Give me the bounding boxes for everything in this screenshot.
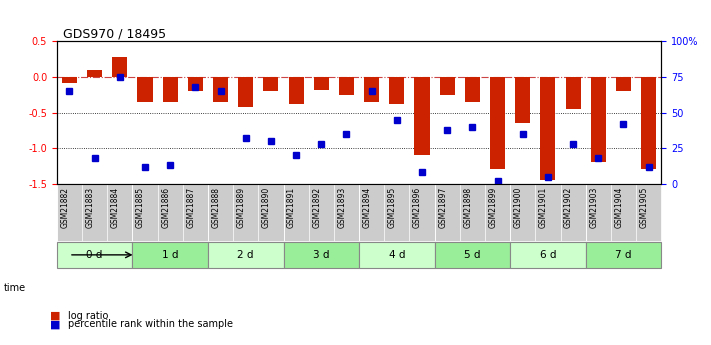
Text: GSM21903: GSM21903 [589, 187, 598, 228]
Bar [263, 77, 279, 91]
Bar [540, 77, 555, 180]
Text: 7 d: 7 d [615, 250, 631, 260]
Text: GSM21886: GSM21886 [161, 187, 170, 228]
FancyBboxPatch shape [132, 184, 208, 241]
Bar [415, 77, 429, 155]
Bar [591, 77, 606, 162]
FancyBboxPatch shape [434, 184, 510, 241]
Bar [62, 77, 77, 83]
Text: 3 d: 3 d [313, 250, 329, 260]
Text: time: time [4, 283, 26, 293]
Bar [490, 77, 505, 169]
Text: GSM21899: GSM21899 [488, 187, 498, 228]
Text: GSM21892: GSM21892 [312, 187, 321, 228]
FancyBboxPatch shape [359, 242, 434, 268]
Text: GSM21887: GSM21887 [186, 187, 196, 228]
Bar [238, 77, 253, 107]
Text: 1 d: 1 d [162, 250, 178, 260]
Text: ■: ■ [50, 319, 60, 329]
Bar [465, 77, 480, 102]
Text: GSM21898: GSM21898 [464, 187, 472, 228]
Bar [616, 77, 631, 91]
FancyBboxPatch shape [132, 242, 208, 268]
Text: GSM21895: GSM21895 [387, 187, 397, 228]
Bar [515, 77, 530, 123]
Bar [439, 77, 455, 95]
Bar [137, 77, 153, 102]
Bar [289, 77, 304, 104]
Text: GSM21902: GSM21902 [564, 187, 573, 228]
FancyBboxPatch shape [57, 242, 132, 268]
Text: ■: ■ [50, 311, 60, 321]
Bar [641, 77, 656, 169]
Bar [163, 77, 178, 102]
Text: 2 d: 2 d [237, 250, 254, 260]
Bar [565, 77, 581, 109]
Text: GSM21888: GSM21888 [212, 187, 220, 228]
Text: GSM21900: GSM21900 [514, 187, 523, 228]
Text: GSM21894: GSM21894 [363, 187, 372, 228]
FancyBboxPatch shape [57, 184, 132, 241]
Bar [389, 77, 405, 104]
Text: log ratio: log ratio [68, 311, 108, 321]
Text: GSM21889: GSM21889 [237, 187, 246, 228]
Bar [87, 70, 102, 77]
Bar [213, 77, 228, 102]
Text: GSM21890: GSM21890 [262, 187, 271, 228]
Bar [364, 77, 379, 102]
Bar [188, 77, 203, 91]
Bar [314, 77, 328, 90]
Text: GSM21884: GSM21884 [111, 187, 120, 228]
Text: GSM21896: GSM21896 [413, 187, 422, 228]
Text: 4 d: 4 d [389, 250, 405, 260]
Bar [112, 57, 127, 77]
Bar [339, 77, 354, 95]
Text: GSM21891: GSM21891 [287, 187, 296, 228]
FancyBboxPatch shape [284, 242, 359, 268]
Text: GSM21893: GSM21893 [338, 187, 346, 228]
Text: GDS970 / 18495: GDS970 / 18495 [63, 27, 166, 40]
Text: GSM21885: GSM21885 [136, 187, 145, 228]
FancyBboxPatch shape [208, 184, 284, 241]
Text: GSM21905: GSM21905 [640, 187, 648, 228]
Text: 5 d: 5 d [464, 250, 481, 260]
Text: percentile rank within the sample: percentile rank within the sample [68, 319, 232, 329]
FancyBboxPatch shape [208, 242, 284, 268]
Text: 0 d: 0 d [87, 250, 103, 260]
FancyBboxPatch shape [284, 184, 359, 241]
FancyBboxPatch shape [359, 184, 434, 241]
Text: GSM21882: GSM21882 [60, 187, 70, 228]
Text: GSM21901: GSM21901 [539, 187, 548, 228]
Text: GSM21897: GSM21897 [438, 187, 447, 228]
FancyBboxPatch shape [510, 242, 586, 268]
FancyBboxPatch shape [434, 242, 510, 268]
FancyBboxPatch shape [586, 184, 661, 241]
Text: GSM21883: GSM21883 [85, 187, 95, 228]
Text: GSM21904: GSM21904 [614, 187, 624, 228]
FancyBboxPatch shape [510, 184, 586, 241]
FancyBboxPatch shape [586, 242, 661, 268]
Text: 6 d: 6 d [540, 250, 556, 260]
